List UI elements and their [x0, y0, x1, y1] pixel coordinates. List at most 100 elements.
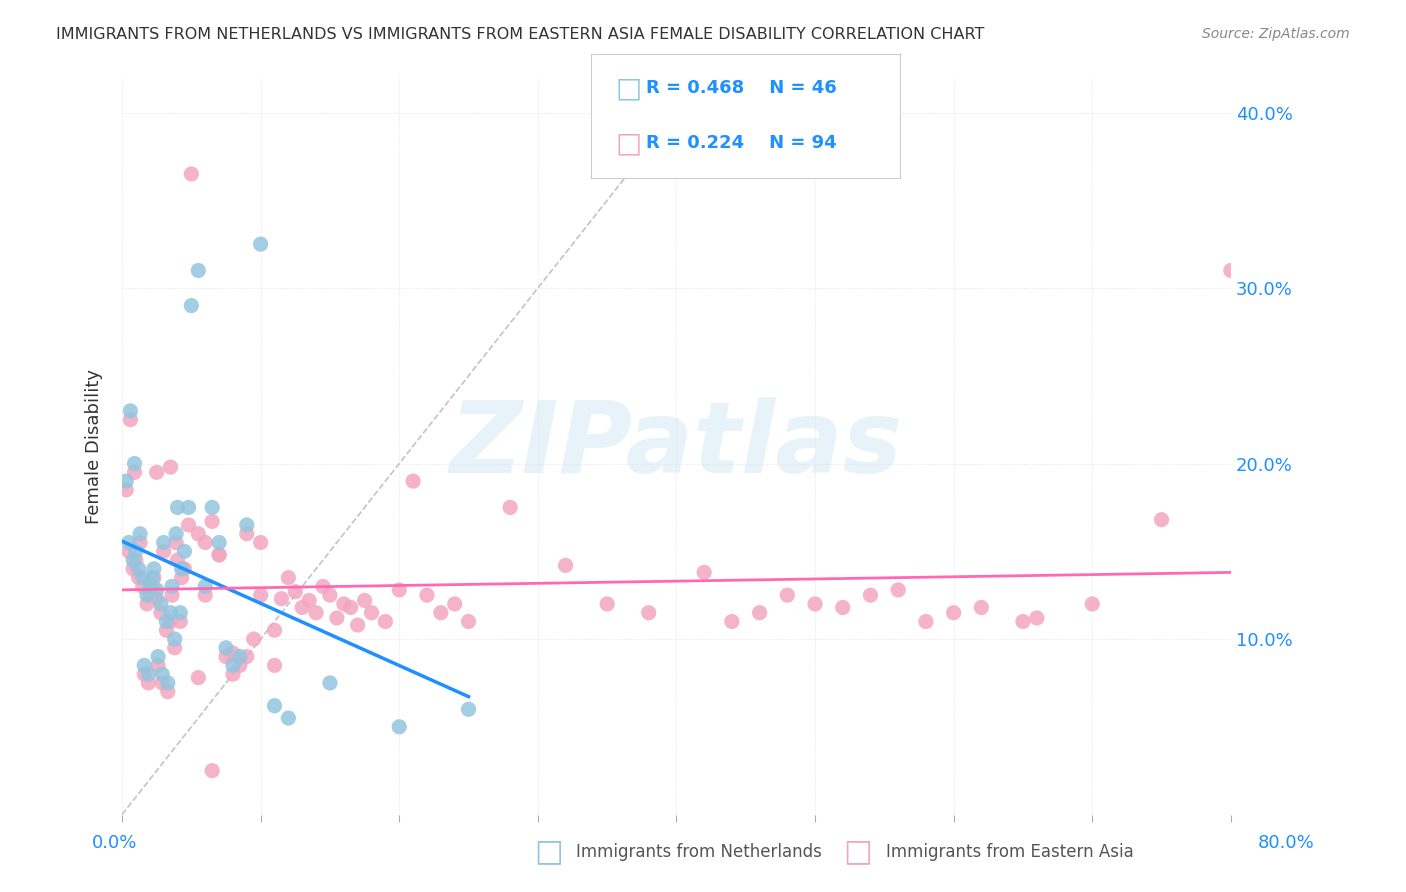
Eastern Asia: [156, 684, 179, 698]
Eastern Asia: [134, 667, 156, 681]
Eastern Asia: [637, 606, 659, 620]
Netherlands: [141, 571, 163, 585]
Eastern Asia: [194, 588, 217, 602]
Eastern Asia: [146, 658, 169, 673]
Eastern Asia: [430, 606, 453, 620]
Netherlands: [139, 579, 162, 593]
Eastern Asia: [145, 591, 167, 606]
Netherlands: [125, 544, 148, 558]
Eastern Asia: [129, 535, 152, 549]
Netherlands: [138, 667, 160, 681]
Netherlands: [129, 526, 152, 541]
Netherlands: [160, 579, 183, 593]
Eastern Asia: [159, 615, 181, 629]
Eastern Asia: [118, 544, 141, 558]
Eastern Asia: [201, 764, 224, 778]
Eastern Asia: [374, 615, 396, 629]
Netherlands: [155, 615, 177, 629]
Eastern Asia: [122, 562, 145, 576]
Eastern Asia: [141, 579, 163, 593]
Eastern Asia: [1081, 597, 1104, 611]
Netherlands: [122, 553, 145, 567]
Eastern Asia: [187, 526, 209, 541]
Netherlands: [142, 562, 165, 576]
Eastern Asia: [236, 649, 259, 664]
Netherlands: [194, 579, 217, 593]
Eastern Asia: [693, 566, 716, 580]
Text: □: □: [616, 75, 641, 103]
Eastern Asia: [319, 588, 342, 602]
Netherlands: [169, 606, 191, 620]
Eastern Asia: [402, 474, 425, 488]
Netherlands: [150, 667, 173, 681]
Eastern Asia: [173, 562, 195, 576]
Eastern Asia: [139, 588, 162, 602]
Text: □: □: [534, 838, 564, 866]
Eastern Asia: [360, 606, 382, 620]
Eastern Asia: [242, 632, 264, 646]
Netherlands: [187, 263, 209, 277]
Eastern Asia: [125, 553, 148, 567]
Eastern Asia: [169, 615, 191, 629]
Eastern Asia: [152, 544, 174, 558]
Eastern Asia: [859, 588, 882, 602]
Eastern Asia: [222, 646, 245, 660]
Eastern Asia: [208, 548, 231, 562]
Eastern Asia: [236, 526, 259, 541]
Eastern Asia: [194, 535, 217, 549]
Eastern Asia: [187, 671, 209, 685]
Netherlands: [149, 597, 172, 611]
Eastern Asia: [249, 535, 271, 549]
Eastern Asia: [277, 571, 299, 585]
Netherlands: [208, 535, 231, 549]
Eastern Asia: [163, 640, 186, 655]
Eastern Asia: [1012, 615, 1035, 629]
Netherlands: [128, 562, 150, 576]
Netherlands: [134, 658, 156, 673]
Text: Immigrants from Eastern Asia: Immigrants from Eastern Asia: [886, 843, 1133, 861]
Text: R = 0.224    N = 94: R = 0.224 N = 94: [647, 135, 837, 153]
Eastern Asia: [132, 579, 155, 593]
Eastern Asia: [136, 597, 159, 611]
Eastern Asia: [145, 466, 167, 480]
Eastern Asia: [215, 649, 238, 664]
Eastern Asia: [284, 584, 307, 599]
Netherlands: [236, 518, 259, 533]
Eastern Asia: [312, 579, 335, 593]
Eastern Asia: [326, 611, 349, 625]
Netherlands: [166, 500, 188, 515]
Netherlands: [115, 474, 138, 488]
Eastern Asia: [339, 600, 361, 615]
Netherlands: [277, 711, 299, 725]
Netherlands: [388, 720, 411, 734]
Eastern Asia: [180, 167, 202, 181]
Eastern Asia: [222, 667, 245, 681]
Text: 0.0%: 0.0%: [91, 834, 136, 852]
Eastern Asia: [596, 597, 619, 611]
Eastern Asia: [443, 597, 465, 611]
Eastern Asia: [263, 624, 285, 638]
Eastern Asia: [120, 412, 142, 426]
Text: Immigrants from Netherlands: Immigrants from Netherlands: [576, 843, 823, 861]
Text: 80.0%: 80.0%: [1258, 834, 1315, 852]
Eastern Asia: [776, 588, 799, 602]
Text: Source: ZipAtlas.com: Source: ZipAtlas.com: [1202, 27, 1350, 41]
Netherlands: [319, 676, 342, 690]
Netherlands: [124, 457, 146, 471]
Netherlands: [163, 632, 186, 646]
Netherlands: [201, 500, 224, 515]
Eastern Asia: [166, 553, 188, 567]
Netherlands: [159, 606, 181, 620]
Eastern Asia: [333, 597, 356, 611]
Eastern Asia: [201, 515, 224, 529]
Eastern Asia: [416, 588, 439, 602]
Eastern Asia: [353, 593, 375, 607]
Netherlands: [165, 526, 187, 541]
Eastern Asia: [457, 615, 479, 629]
Eastern Asia: [128, 571, 150, 585]
Netherlands: [120, 404, 142, 418]
Eastern Asia: [291, 600, 314, 615]
Text: R = 0.468    N = 46: R = 0.468 N = 46: [647, 79, 837, 97]
Eastern Asia: [138, 676, 160, 690]
Eastern Asia: [142, 571, 165, 585]
